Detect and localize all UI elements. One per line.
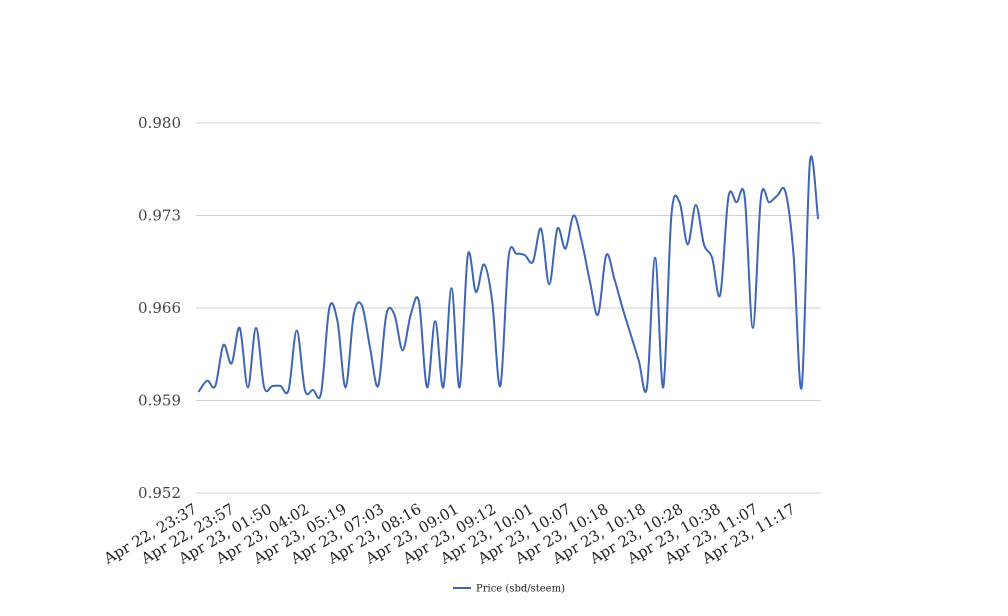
y-axis-ticks: 0.952 0.959 0.966 0.973 0.980: [138, 114, 181, 502]
legend-label-price: Price (sbd/steem): [476, 584, 565, 595]
y-tick-label: 0.973: [138, 207, 181, 225]
grid-lines: [196, 122, 821, 494]
y-tick-label: 0.980: [138, 114, 181, 132]
series-line-price: [198, 155, 819, 399]
series-layer: [198, 155, 819, 399]
y-tick-label: 0.966: [138, 299, 181, 317]
y-tick-label: 0.952: [138, 484, 181, 502]
y-tick-label: 0.959: [138, 392, 181, 410]
legend: Price (sbd/steem): [453, 584, 565, 595]
